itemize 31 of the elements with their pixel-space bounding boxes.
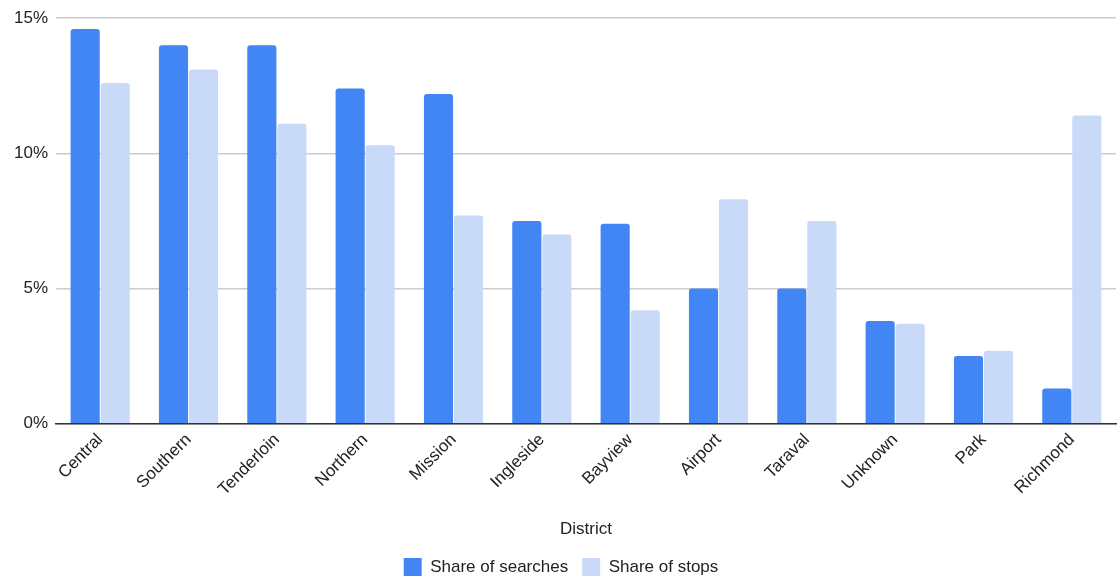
bar [70, 29, 100, 423]
bar [600, 223, 630, 423]
bar [277, 123, 307, 423]
legend-label: Share of searches [430, 556, 569, 576]
y-tick-label: 15% [13, 7, 49, 27]
y-tick-label: 10% [13, 143, 49, 163]
bar [718, 199, 749, 423]
bar [365, 145, 395, 423]
bar [983, 350, 1014, 423]
legend-label: Share of stops [608, 556, 719, 576]
bar [542, 234, 572, 423]
bar [100, 83, 130, 423]
bar [512, 220, 542, 423]
bar [953, 356, 984, 423]
bar [630, 310, 660, 423]
bar [895, 323, 925, 423]
bar [335, 88, 365, 423]
bar [158, 45, 189, 423]
bar [865, 320, 895, 423]
bar [423, 93, 454, 423]
bar [1072, 115, 1102, 423]
bar [453, 215, 484, 423]
bar [247, 45, 277, 423]
bar [688, 288, 719, 423]
bar [807, 220, 837, 423]
bar [188, 69, 219, 423]
y-tick-label: 0% [23, 413, 49, 433]
bar [777, 288, 807, 423]
x-axis-title: District [560, 519, 613, 539]
y-tick-label: 5% [23, 278, 49, 298]
bar [1042, 388, 1072, 423]
